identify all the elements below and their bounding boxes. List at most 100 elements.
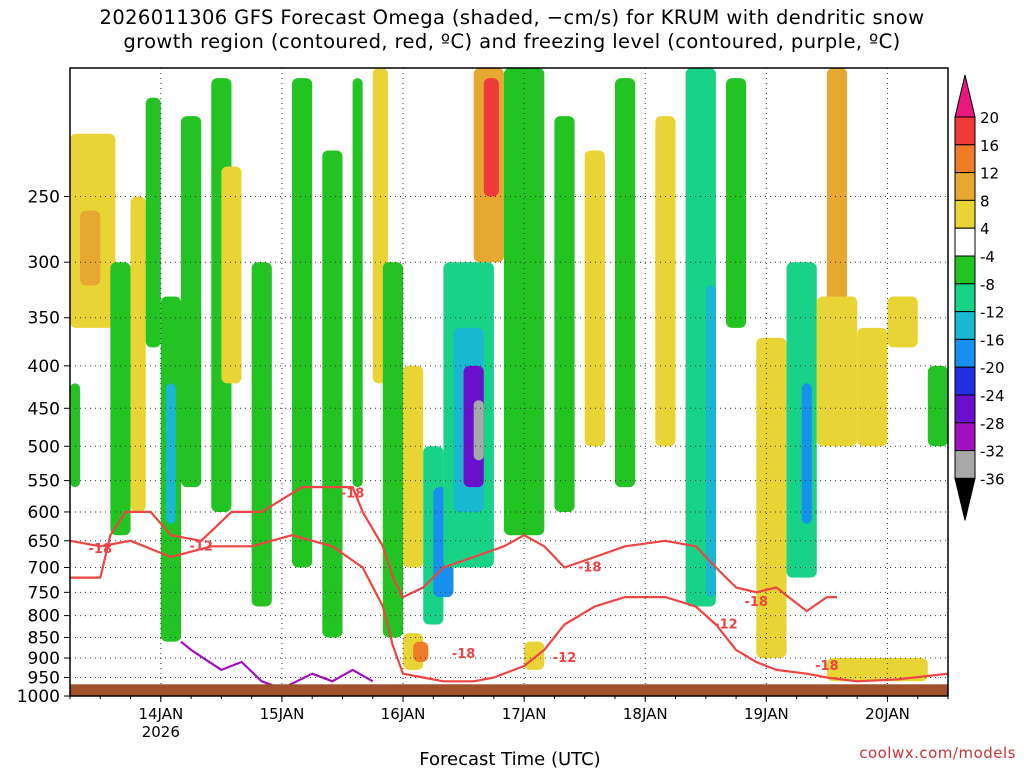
x-axis-label: Forecast Time (UTC) bbox=[419, 749, 600, 768]
contour-lines: -18 -12 -18 -18 -12 -18 -12 -18 -18 bbox=[70, 486, 948, 690]
omega-cell bbox=[826, 658, 928, 682]
colorbar-swatch bbox=[954, 311, 976, 340]
omega-cell bbox=[524, 641, 545, 670]
contour-label: -12 bbox=[714, 617, 738, 632]
y-tick-label: 750 bbox=[28, 583, 60, 603]
omega-cell bbox=[70, 383, 81, 488]
omega-cell bbox=[165, 383, 176, 524]
omega-cell bbox=[801, 383, 812, 524]
contour-label: -12 bbox=[189, 539, 213, 554]
contour-label: -12 bbox=[553, 651, 577, 666]
omega-cell bbox=[80, 210, 101, 286]
colorbar-label: 16 bbox=[980, 137, 999, 155]
x-tick-label: 14JAN bbox=[138, 705, 183, 723]
chart-title-line1: 2026011306 GFS Forecast Omega (shaded, −… bbox=[99, 6, 925, 29]
omega-cell bbox=[857, 327, 888, 447]
x-tick-label: 17JAN bbox=[502, 705, 547, 723]
plot-frame bbox=[69, 67, 949, 697]
colorbar-label: -8 bbox=[980, 276, 995, 294]
x-tick-label: 19JAN bbox=[744, 705, 789, 723]
colorbar-label: -16 bbox=[980, 331, 1005, 349]
ground-fill bbox=[70, 684, 948, 696]
colorbar-label: -4 bbox=[980, 248, 995, 266]
colorbar: 20 16 12 8 4 -4 -8 -12 -16 -20 -24 -28 -32 -36 bbox=[954, 74, 1005, 521]
y-tick-label: 850 bbox=[28, 628, 60, 648]
x-tick-label: 20JAN bbox=[865, 705, 910, 723]
omega-cell bbox=[251, 262, 272, 607]
colorbar-swatch bbox=[954, 172, 976, 201]
ground-layer bbox=[70, 684, 948, 696]
colorbar-label: -32 bbox=[980, 443, 1005, 461]
omega-cell bbox=[584, 150, 605, 447]
colorbar-label: -20 bbox=[980, 359, 1005, 377]
y-tick-label: 650 bbox=[28, 532, 60, 552]
colorbar-swatch bbox=[954, 283, 976, 313]
omega-cell bbox=[887, 296, 918, 348]
y-tick-label: 350 bbox=[28, 309, 60, 329]
omega-cell bbox=[130, 196, 146, 512]
omega-cell bbox=[110, 262, 131, 536]
colorbar-swatch bbox=[954, 366, 976, 396]
colorbar-swatch bbox=[954, 255, 976, 285]
omega-cell bbox=[725, 78, 747, 328]
y-axis: 2503003504004505005506006507007508008509… bbox=[17, 188, 70, 707]
colorbar-swatch bbox=[954, 199, 976, 229]
contour-label: -18 bbox=[745, 595, 769, 610]
omega-cell bbox=[181, 116, 202, 488]
y-tick-label: 300 bbox=[28, 253, 60, 273]
colorbar-swatch bbox=[954, 450, 976, 479]
contour-label: -18 bbox=[89, 542, 113, 557]
omega-cell bbox=[473, 400, 484, 461]
contour-label: -18 bbox=[578, 560, 602, 575]
x-tick-label: 16JAN bbox=[381, 705, 426, 723]
omega-cell bbox=[705, 285, 716, 598]
colorbar-swatch bbox=[954, 227, 976, 257]
omega-cell bbox=[756, 337, 787, 659]
contour-label: -18 bbox=[815, 659, 839, 674]
omega-cell bbox=[413, 641, 429, 663]
y-tick-label: 250 bbox=[28, 188, 60, 208]
omega-cell bbox=[816, 296, 858, 447]
colorbar-label: 8 bbox=[980, 192, 990, 210]
colorbar-swatch bbox=[954, 144, 976, 174]
colorbar-label: -24 bbox=[980, 387, 1005, 405]
y-tick-label: 500 bbox=[28, 437, 60, 457]
colorbar-swatch bbox=[954, 338, 976, 368]
omega-cell bbox=[221, 166, 242, 384]
omega-cell bbox=[145, 97, 161, 348]
omega-cell bbox=[352, 78, 363, 488]
credit-text: coolwx.com/models bbox=[859, 744, 1016, 762]
colorbar-label: -36 bbox=[980, 470, 1005, 488]
y-tick-label: 950 bbox=[28, 669, 60, 689]
contour-dendritic-bottom bbox=[70, 534, 948, 683]
omega-cell bbox=[483, 78, 499, 197]
y-tick-label: 400 bbox=[28, 357, 60, 377]
colorbar-label: 20 bbox=[980, 109, 999, 127]
colorbar-swatch bbox=[954, 422, 976, 452]
y-tick-label: 550 bbox=[28, 472, 60, 492]
omega-cell bbox=[614, 78, 636, 488]
y-tick-label: 600 bbox=[28, 503, 60, 523]
colorbar-top-arrow bbox=[954, 74, 976, 118]
omega-cell bbox=[292, 78, 313, 568]
contour-freezing-level bbox=[180, 640, 374, 690]
chart-title-line2: growth region (contoured, red, ºC) and f… bbox=[123, 30, 901, 53]
y-tick-label: 900 bbox=[28, 649, 60, 669]
colorbar-swatch bbox=[954, 394, 976, 424]
omega-cell bbox=[554, 116, 575, 512]
x-tick-sublabel: 2026 bbox=[142, 723, 180, 741]
omega-cell bbox=[927, 365, 948, 447]
omega-cell bbox=[655, 116, 676, 447]
y-tick-label: 1000 bbox=[17, 687, 60, 707]
omega-cell bbox=[503, 68, 545, 536]
y-tick-label: 700 bbox=[28, 558, 60, 578]
contour-label: -18 bbox=[452, 647, 476, 662]
x-tick-label: 15JAN bbox=[260, 705, 305, 723]
omega-cell bbox=[382, 262, 404, 638]
colorbar-label: 4 bbox=[980, 220, 990, 238]
colorbar-label: -12 bbox=[980, 304, 1005, 322]
contour-label: -18 bbox=[341, 486, 365, 501]
omega-shading bbox=[70, 68, 948, 682]
